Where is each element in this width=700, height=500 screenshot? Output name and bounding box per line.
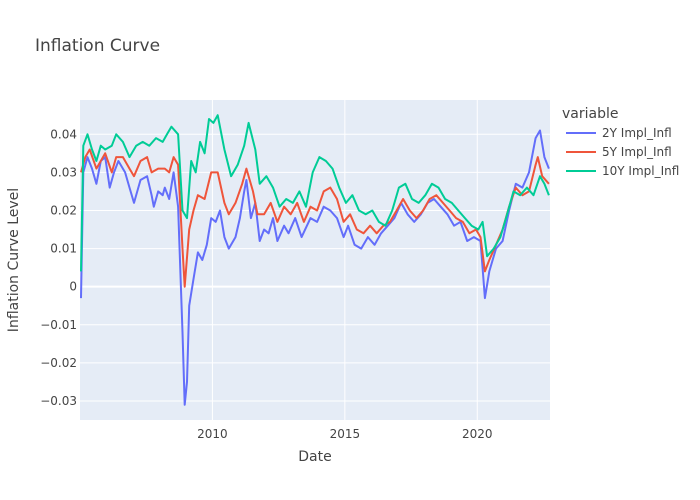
gridlines [80,100,550,420]
y-tick-label: 0.03 [50,165,77,179]
y-tick-label: 0.01 [50,242,77,256]
y-tick-label: −0.02 [40,356,77,370]
plot-area [80,100,550,420]
x-tick-label: 2020 [462,427,493,441]
legend-label: 10Y Impl_Infl [602,164,679,178]
y-axis-title: Inflation Curve Level [6,188,22,332]
legend-label: 2Y Impl_Infl [602,126,672,140]
y-tick-label: 0 [69,280,77,294]
series-lines [80,114,550,406]
legend-title: variable [562,106,618,122]
x-axis-ticks: 2010 2015 2020 [197,427,492,441]
x-axis-title: Date [298,449,331,465]
x-tick-label: 2015 [330,427,361,441]
series-line-1 [80,148,550,288]
y-tick-label: 0.04 [50,127,77,141]
series-line-2 [80,114,550,272]
legend-label: 5Y Impl_Infl [602,145,672,159]
series-line-0 [80,129,550,406]
y-axis-ticks: −0.03 −0.02 −0.01 0 0.01 0.02 0.03 0.04 [40,127,77,408]
y-tick-label: −0.03 [40,394,77,408]
legend: variable 2Y Impl_Infl 5Y Impl_Infl 10Y Imp… [562,106,679,178]
chart-title: Inflation Curve [35,36,160,56]
y-tick-label: 0.02 [50,203,77,217]
x-tick-label: 2010 [197,427,228,441]
y-tick-label: −0.01 [40,318,77,332]
